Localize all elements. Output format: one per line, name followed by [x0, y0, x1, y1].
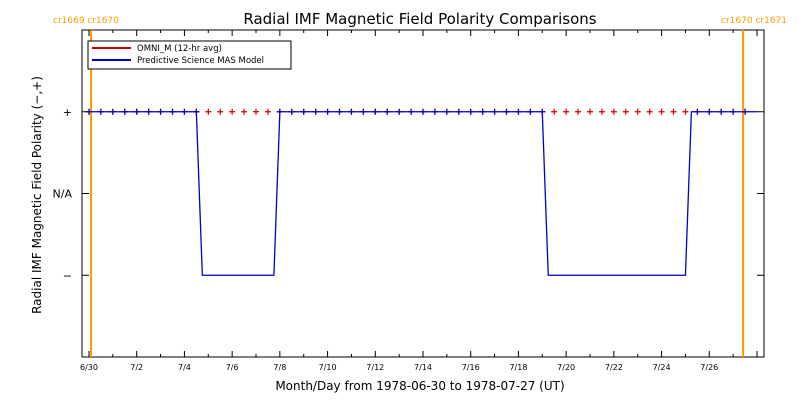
x-tick-label: 7/4	[178, 363, 191, 372]
omni-point	[670, 108, 677, 115]
x-tick-label: 7/10	[319, 363, 337, 372]
x-tick-label: 7/16	[462, 363, 480, 372]
y-tick-label: +	[63, 106, 72, 119]
x-tick-label: 7/14	[414, 363, 432, 372]
omni-point	[264, 108, 271, 115]
mas-point	[694, 108, 701, 115]
y-axis-title: Radial IMF Magnetic Field Polarity (−,+)	[30, 76, 44, 314]
x-tick-label: 7/22	[605, 363, 623, 372]
mas-point	[396, 108, 403, 115]
mas-point	[443, 108, 450, 115]
omni-point	[241, 108, 248, 115]
carrington-label-right: cr1670 cr1671	[721, 16, 787, 26]
mas-point	[288, 108, 295, 115]
omni-point	[622, 108, 629, 115]
omni-point	[682, 108, 689, 115]
omni-point	[217, 108, 224, 115]
x-tick-label: 7/2	[130, 363, 143, 372]
mas-point	[372, 108, 379, 115]
mas-point	[109, 108, 116, 115]
mas-point	[742, 108, 749, 115]
omni-point	[658, 108, 665, 115]
omni-point	[551, 108, 558, 115]
mas-point	[420, 108, 426, 115]
omni-point	[598, 108, 605, 115]
mas-point	[718, 108, 725, 115]
omni-point	[205, 108, 212, 115]
mas-point	[730, 108, 737, 115]
mas-point	[312, 108, 319, 115]
carrington-markers	[89, 30, 745, 357]
omni-point	[229, 108, 236, 115]
mas-point	[97, 108, 104, 115]
omni-point	[587, 108, 593, 115]
series-line-mas	[89, 111, 757, 276]
mas-point	[515, 108, 522, 115]
omni-point	[563, 108, 570, 115]
mas-point	[503, 108, 510, 115]
x-tick-label: 7/18	[509, 363, 527, 372]
mas-point	[336, 108, 343, 115]
mas-point	[324, 108, 331, 115]
mas-point	[121, 108, 128, 115]
omni-point	[610, 108, 617, 115]
x-axis-title: Month/Day from 1978-06-30 to 1978-07-27 …	[275, 379, 564, 393]
y-tick-label: N/A	[53, 188, 73, 201]
mas-point	[181, 108, 188, 115]
mas-point	[276, 108, 283, 115]
chart-title: Radial IMF Magnetic Field Polarity Compa…	[243, 10, 596, 28]
mas-point	[145, 108, 152, 115]
mas-point	[479, 108, 486, 115]
omni-point	[634, 108, 641, 115]
mas-point	[193, 108, 200, 115]
mas-point	[360, 108, 367, 115]
mas-point	[527, 108, 534, 115]
carrington-label-left: cr1669 cr1670	[53, 16, 119, 26]
x-tick-label: 7/6	[226, 363, 239, 372]
y-tick-label: −	[63, 269, 72, 282]
legend-label-omni: OMNI_M (12-hr avg)	[137, 44, 222, 54]
mas-point	[86, 108, 92, 115]
x-tick-label: 7/24	[653, 363, 671, 372]
mas-point	[491, 108, 498, 115]
mas-point	[467, 108, 474, 115]
plot-frame	[81, 29, 765, 358]
mas-point	[300, 108, 307, 115]
legend-box	[87, 40, 292, 70]
mas-point	[431, 108, 438, 115]
x-tick-label: 7/8	[273, 363, 286, 372]
omni-point	[253, 108, 259, 115]
chart-axes: 6/30 7/2 7/4 7/6 7/8 7/10 7/12 7/14 7/16 7/18 7/20…	[53, 30, 764, 372]
legend-label-mas: Predictive Science MAS Model	[137, 56, 264, 66]
mas-point	[408, 108, 415, 115]
mas-point	[169, 108, 176, 115]
mas-point	[539, 108, 546, 115]
mas-point	[384, 108, 391, 115]
x-tick-label: 7/20	[557, 363, 575, 372]
mas-point	[348, 108, 355, 115]
mas-point	[455, 108, 462, 115]
omni-point	[646, 108, 653, 115]
chart-series	[86, 108, 757, 276]
x-tick-label: 6/30	[80, 363, 98, 372]
x-tick-label: 7/26	[700, 363, 718, 372]
x-tick-label: 7/12	[366, 363, 384, 372]
omni-point	[575, 108, 582, 115]
mas-point	[706, 108, 713, 115]
legend: OMNI_M (12-hr avg) Predictive Science MA…	[87, 40, 292, 70]
mas-point	[133, 108, 140, 115]
mas-point	[157, 108, 164, 115]
